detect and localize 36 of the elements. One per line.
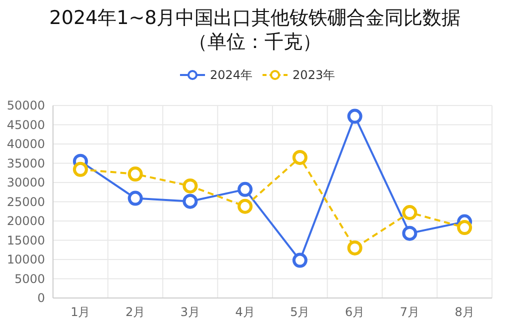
y-tick-label: 40000 — [6, 137, 45, 151]
point — [292, 150, 308, 165]
y-tick-label: 0 — [37, 291, 45, 305]
point — [182, 194, 198, 209]
y-tick-label: 50000 — [6, 98, 45, 112]
point — [402, 226, 418, 241]
y-tick-label: 20000 — [6, 214, 45, 228]
legend-label: 2023年 — [292, 68, 336, 82]
x-tick-label: 5月 — [290, 305, 310, 319]
point — [347, 108, 362, 124]
point — [238, 198, 253, 214]
y-tick-label: 15000 — [6, 233, 45, 248]
point — [128, 166, 143, 182]
point — [457, 220, 472, 236]
y-tick-label: 10000 — [6, 252, 45, 266]
point — [402, 205, 418, 220]
point — [128, 190, 143, 206]
x-tick-label: 4月 — [235, 305, 255, 319]
x-tick-label: 1月 — [70, 305, 90, 319]
point — [347, 240, 362, 256]
y-tick-label: 30000 — [6, 176, 45, 190]
x-tick-label: 8月 — [454, 305, 474, 319]
point — [72, 162, 88, 177]
point — [182, 178, 198, 194]
y-tick-label: 5000 — [14, 272, 45, 286]
x-tick-label: 3月 — [180, 305, 200, 319]
x-tick-label: 7月 — [400, 305, 420, 319]
y-tick-label: 45000 — [6, 118, 45, 132]
x-tick-label: 2月 — [125, 305, 146, 319]
point — [292, 252, 308, 268]
x-tick-label: 6月 — [344, 305, 365, 319]
point — [238, 182, 253, 197]
y-tick-label: 25000 — [6, 194, 45, 209]
chart-title: 2024年1~8月中国出口其他钕铁硼合金同比数据（单位：千克） — [48, 6, 462, 54]
y-tick-label: 35000 — [6, 156, 45, 170]
legend-label: 2024年 — [210, 68, 253, 82]
